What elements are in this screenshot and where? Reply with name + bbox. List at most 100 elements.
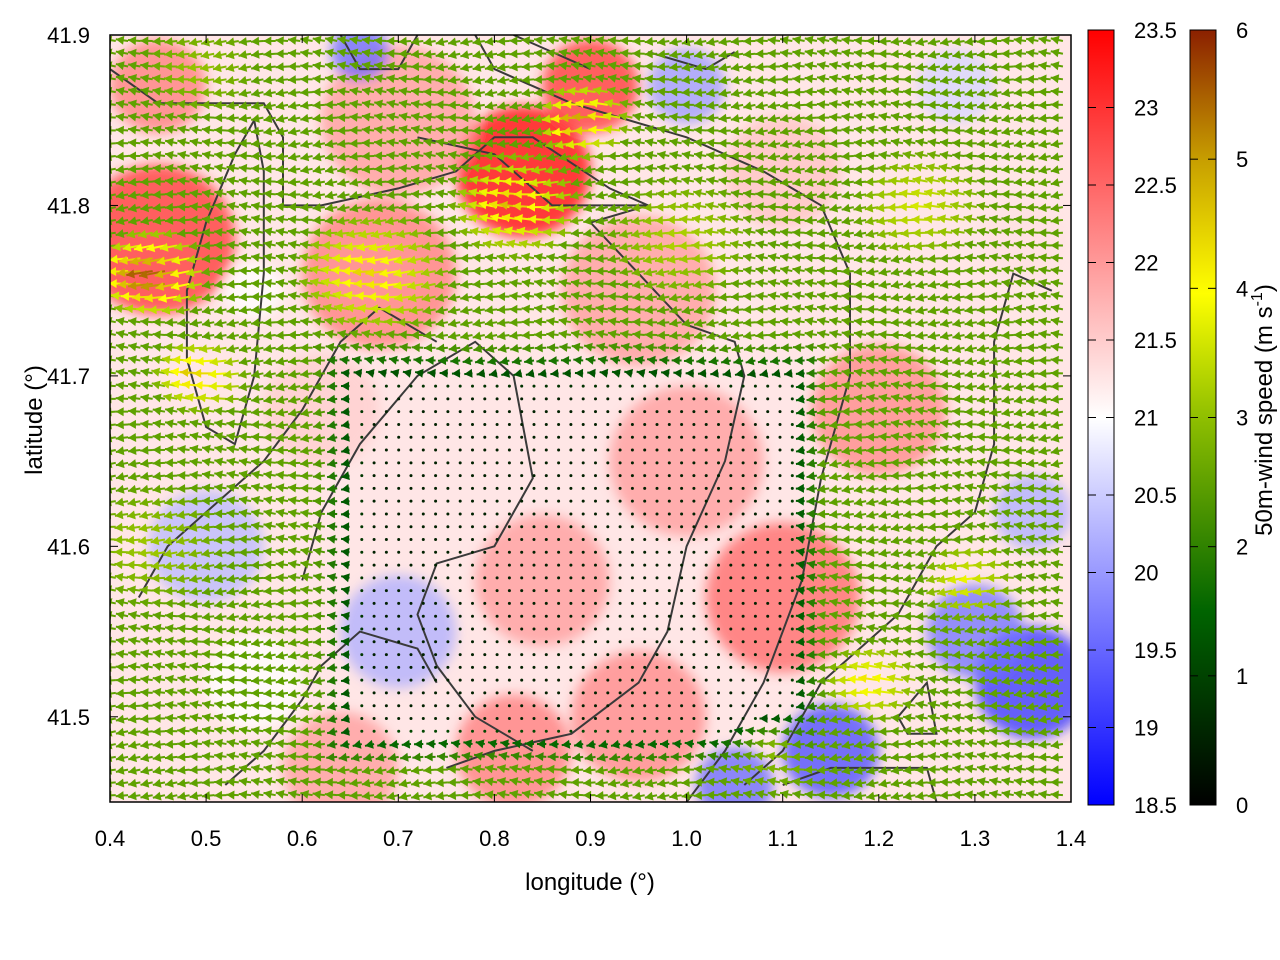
wind-vector [532, 461, 536, 465]
wind-vector [741, 474, 745, 478]
wind-vector [630, 422, 634, 426]
wind-vector [729, 589, 733, 593]
wind-arrowhead [976, 650, 986, 660]
wind-arrowhead [1038, 752, 1047, 762]
wind-arrowhead [890, 561, 900, 571]
wind-arrowhead [238, 713, 248, 723]
wind-arrowhead [878, 586, 887, 596]
wind-vector [520, 704, 524, 708]
wind-vector [704, 665, 708, 669]
wind-arrowhead [177, 624, 186, 634]
wind-vector [643, 601, 647, 605]
wind-vector [544, 589, 548, 593]
wind-vector [434, 678, 438, 682]
wind-vector [741, 512, 745, 516]
wind-arrowhead [165, 636, 174, 646]
wind-vector [729, 627, 733, 631]
wind-vector [446, 716, 450, 720]
wind-arrowhead [952, 688, 961, 697]
wind-arrowhead [964, 612, 973, 622]
wind-vector [384, 576, 388, 580]
wind-arrowhead [214, 675, 223, 685]
wind-vector [372, 474, 376, 478]
wind-arrowhead [866, 598, 875, 608]
wind-arrowhead [1050, 559, 1060, 569]
wind-arrowhead [1001, 508, 1011, 518]
wind-arrowhead [684, 739, 694, 749]
wind-arrowhead [151, 586, 160, 596]
wind-arrowhead [201, 637, 210, 647]
wind-arrowhead [201, 561, 211, 571]
wind-arrowhead [177, 599, 186, 609]
wind-arrowhead [841, 535, 850, 545]
wind-vector [643, 512, 647, 516]
wind-vector [704, 704, 708, 708]
wind-vector [606, 665, 610, 669]
wind-arrowhead [341, 573, 350, 583]
wind-arrowhead [878, 598, 887, 608]
wind-vector [483, 640, 487, 644]
wind-vector [446, 550, 450, 554]
wind-vector [655, 691, 659, 695]
wind-arrowhead [632, 778, 642, 788]
wind-vector [557, 614, 561, 618]
wind-vector [544, 614, 548, 618]
wind-vector [110, 755, 116, 759]
wind-vector [655, 422, 659, 426]
wind-arrowhead [903, 765, 912, 775]
wind-arrowhead [1038, 509, 1047, 519]
wind-arrowhead [795, 598, 805, 608]
wind-arrowhead [976, 726, 986, 736]
wind-arrowhead [201, 548, 210, 558]
wind-arrowhead [189, 687, 199, 697]
wind-arrowhead [829, 765, 838, 775]
wind-arrowhead [165, 649, 174, 659]
wind-vector [434, 538, 438, 542]
wind-vector [483, 474, 487, 478]
wind-arrowhead [796, 701, 805, 711]
wind-vector [753, 704, 757, 708]
wind-arrowhead [718, 777, 728, 787]
wind-vector [692, 499, 696, 503]
wind-arrowhead [890, 611, 899, 621]
wind-vector [655, 665, 659, 669]
wind-arrowhead [989, 612, 998, 622]
wind-arrowhead [583, 790, 592, 800]
wind-vector [593, 499, 597, 503]
wind-arrowhead [950, 600, 959, 610]
wind-vector [741, 601, 745, 605]
wind-arrowhead [263, 560, 272, 570]
wind-arrowhead [361, 791, 371, 801]
wind-arrowhead [423, 791, 432, 801]
wind-arrowhead [546, 790, 555, 799]
wind-arrowhead [1026, 676, 1035, 686]
wind-vector [593, 563, 597, 567]
wind-arrowhead [351, 753, 360, 762]
wind-arrowhead [1050, 509, 1059, 519]
wind-vector [434, 384, 438, 388]
wind-vector [655, 525, 659, 529]
wind-vector [581, 601, 585, 605]
wind-arrowhead [163, 561, 173, 571]
wind-arrowhead [139, 497, 149, 507]
wind-arrowhead [288, 764, 297, 774]
wind-arrowhead [976, 701, 985, 710]
wind-vector [692, 384, 696, 388]
wind-arrowhead [263, 625, 273, 635]
wind-arrowhead [126, 535, 135, 545]
wind-vector [729, 538, 733, 542]
wind-arrowhead [128, 610, 137, 620]
wind-arrowhead [341, 535, 350, 544]
wind-vector [520, 665, 524, 669]
wind-vector [667, 653, 671, 657]
wind-arrowhead [263, 638, 273, 648]
wind-arrowhead [987, 560, 996, 570]
wind-arrowhead [939, 777, 948, 787]
wind-vector [753, 665, 757, 669]
wind-arrowhead [829, 649, 838, 659]
wind-vector [753, 678, 757, 682]
wind-vector [667, 474, 671, 478]
wind-arrowhead [976, 777, 986, 786]
wind-vector [360, 704, 364, 708]
wind-vector [704, 538, 708, 542]
